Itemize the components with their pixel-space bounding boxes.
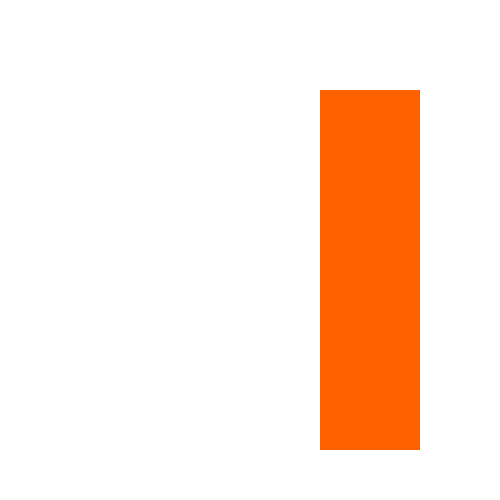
orange-panel bbox=[320, 90, 420, 450]
